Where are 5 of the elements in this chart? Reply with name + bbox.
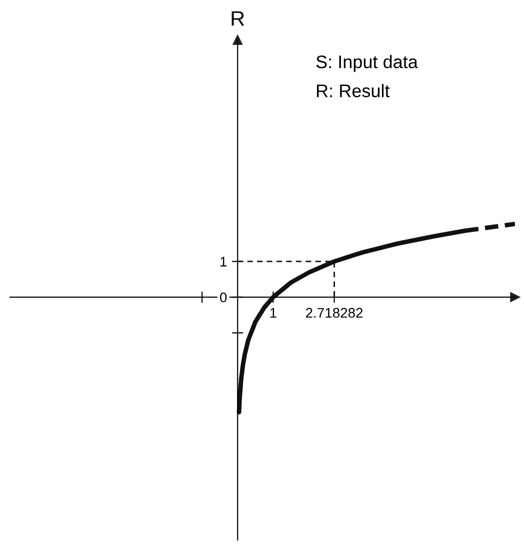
annotation: R: Result xyxy=(317,84,390,98)
annotation: S: Input data xyxy=(316,55,418,72)
y-tick-label: 0 xyxy=(220,292,227,302)
y-axis-title: R xyxy=(232,11,244,26)
x-tick-label: 2.718282 xyxy=(306,308,363,318)
